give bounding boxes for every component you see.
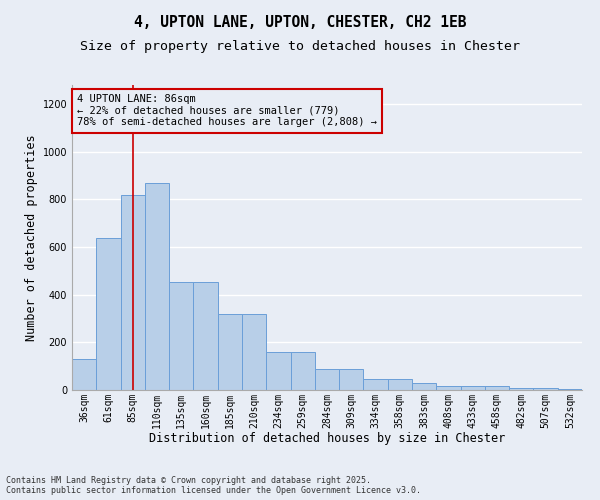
Bar — [290, 352, 315, 390]
Bar — [509, 388, 533, 390]
Bar — [339, 368, 364, 390]
Bar — [436, 386, 461, 390]
Text: 4 UPTON LANE: 86sqm
← 22% of detached houses are smaller (779)
78% of semi-detac: 4 UPTON LANE: 86sqm ← 22% of detached ho… — [77, 94, 377, 128]
Text: Contains HM Land Registry data © Crown copyright and database right 2025.
Contai: Contains HM Land Registry data © Crown c… — [6, 476, 421, 495]
Bar — [485, 386, 509, 390]
Y-axis label: Number of detached properties: Number of detached properties — [25, 134, 38, 341]
Bar — [364, 380, 388, 390]
Bar — [461, 386, 485, 390]
Text: Size of property relative to detached houses in Chester: Size of property relative to detached ho… — [80, 40, 520, 53]
Bar — [96, 238, 121, 390]
Bar — [412, 383, 436, 390]
Bar — [169, 282, 193, 390]
Bar — [533, 388, 558, 390]
X-axis label: Distribution of detached houses by size in Chester: Distribution of detached houses by size … — [149, 432, 505, 445]
Bar — [121, 194, 145, 390]
Text: 4, UPTON LANE, UPTON, CHESTER, CH2 1EB: 4, UPTON LANE, UPTON, CHESTER, CH2 1EB — [134, 15, 466, 30]
Bar — [388, 380, 412, 390]
Bar — [72, 359, 96, 390]
Bar — [266, 352, 290, 390]
Bar — [145, 182, 169, 390]
Bar — [315, 368, 339, 390]
Bar — [193, 282, 218, 390]
Bar — [242, 314, 266, 390]
Bar — [218, 314, 242, 390]
